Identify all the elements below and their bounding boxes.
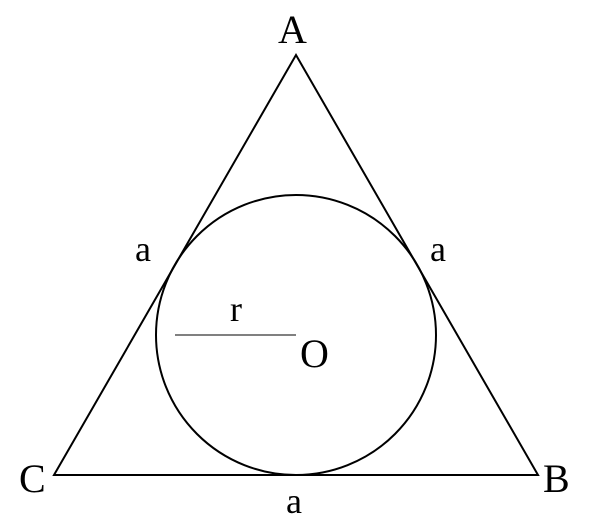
side-label-a-right: a <box>430 228 446 270</box>
radius-label-r: r <box>230 288 242 330</box>
vertex-label-b: B <box>543 455 570 502</box>
side-label-a-bottom: a <box>286 480 302 522</box>
geometry-diagram <box>0 0 591 531</box>
triangle <box>54 55 538 475</box>
side-label-a-left: a <box>135 228 151 270</box>
vertex-label-a: A <box>278 6 307 53</box>
center-label-o: O <box>300 330 329 377</box>
vertex-label-c: C <box>19 455 46 502</box>
